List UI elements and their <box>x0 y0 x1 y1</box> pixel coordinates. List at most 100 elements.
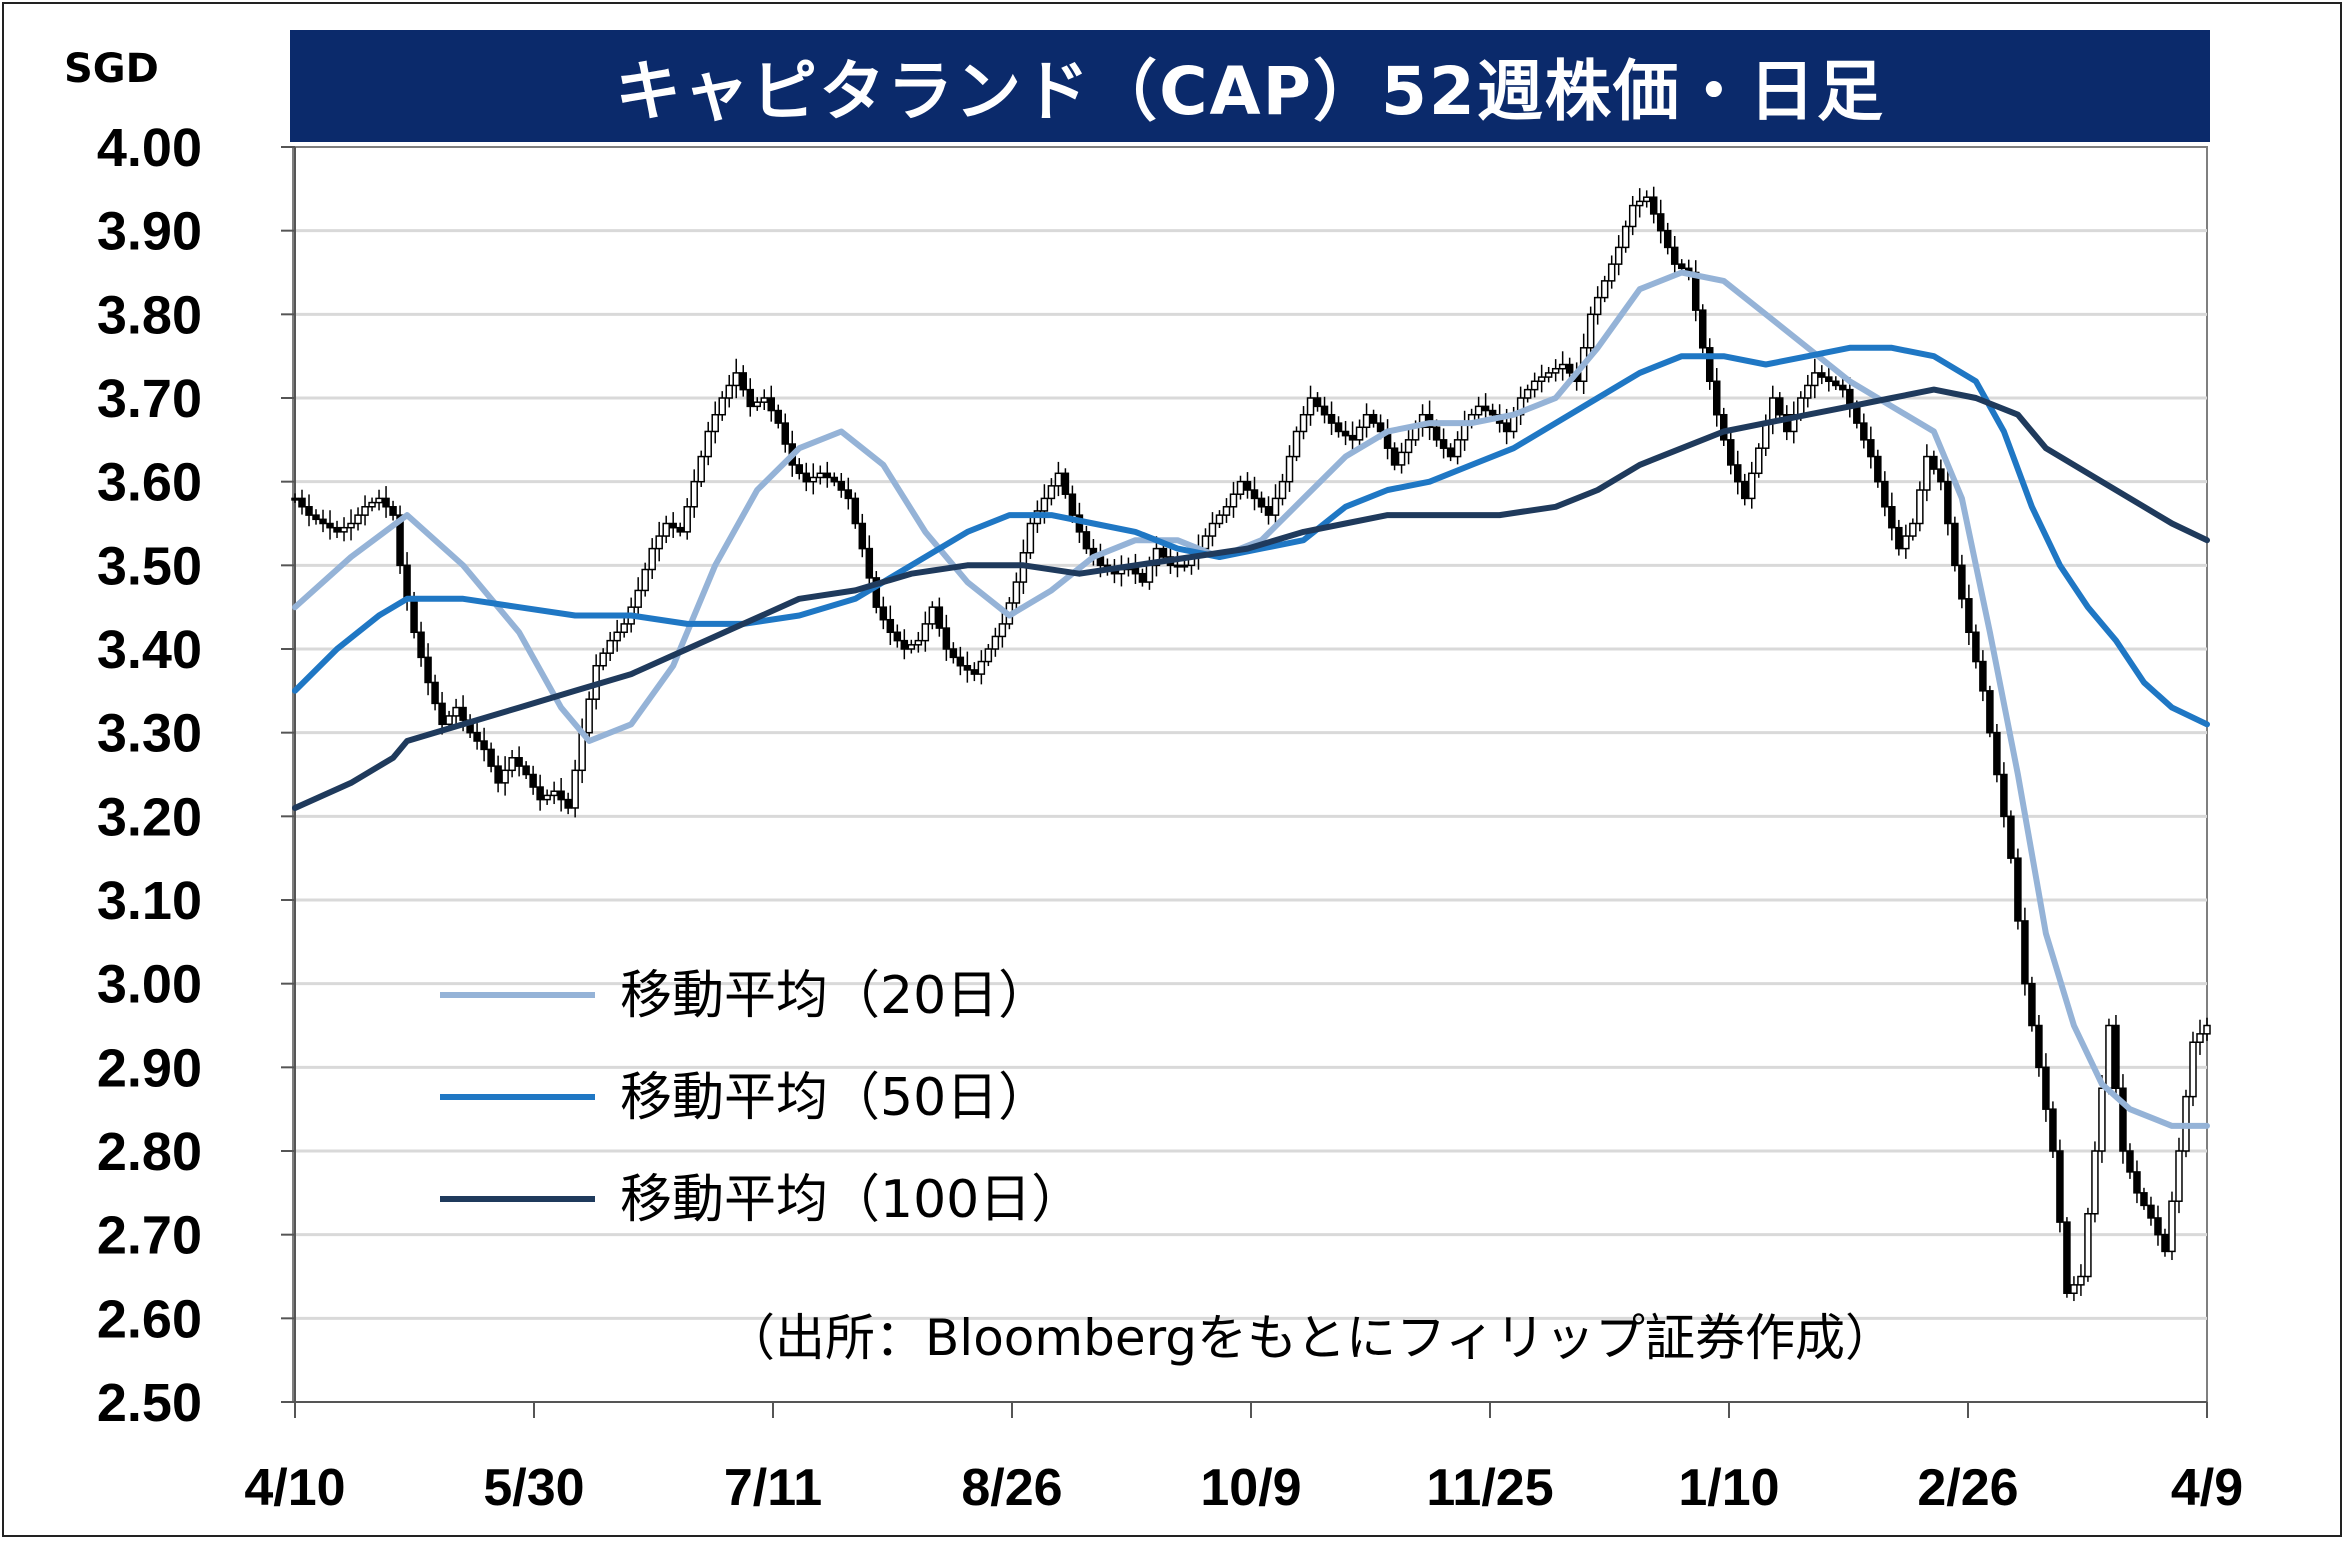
candle <box>809 463 818 495</box>
candle <box>949 642 958 664</box>
candle <box>1825 365 1833 392</box>
candle <box>1222 498 1231 523</box>
candle <box>2063 1217 2071 1298</box>
candle <box>585 691 593 740</box>
candle <box>2007 810 2015 864</box>
candle <box>620 617 628 638</box>
candle <box>1804 374 1812 408</box>
candle <box>1909 518 1917 541</box>
candle <box>907 639 916 654</box>
candle <box>1348 421 1357 453</box>
candle <box>802 462 811 492</box>
chart-title: キャピタランド（CAP）52週株価・日足 <box>290 30 2210 142</box>
candle <box>382 486 390 518</box>
candle <box>529 765 537 795</box>
candle <box>417 621 425 667</box>
candle <box>1229 481 1238 518</box>
candle <box>1565 357 1574 380</box>
candle <box>2119 1074 2127 1164</box>
candle <box>557 777 565 812</box>
candle <box>389 500 397 521</box>
candle <box>1026 516 1035 559</box>
moving-averages <box>292 269 2210 1129</box>
candle <box>921 611 930 652</box>
y-tick-label: 3.80 <box>97 285 202 345</box>
candle <box>347 509 355 541</box>
candle <box>753 397 761 411</box>
candle <box>1832 376 1840 390</box>
candle <box>1958 554 1966 609</box>
x-tick-label: 1/10 <box>1678 1459 1779 1517</box>
candle <box>1649 186 1658 224</box>
candle <box>1741 473 1749 506</box>
candle <box>1313 392 1322 412</box>
candle <box>1600 275 1609 303</box>
candle <box>1439 428 1448 459</box>
candle <box>2049 1101 2057 1158</box>
candle <box>1390 442 1399 471</box>
candle <box>1138 568 1147 587</box>
y-tick-label: 3.30 <box>97 704 202 764</box>
candle <box>1776 392 1784 421</box>
candle <box>1895 519 1903 556</box>
candle <box>2112 1015 2120 1098</box>
candle <box>837 472 846 498</box>
candle <box>333 520 341 539</box>
candle <box>606 631 614 661</box>
candle <box>501 756 509 796</box>
candle <box>1306 385 1315 426</box>
legend-item: 移動平均（20日） <box>440 966 1050 1026</box>
x-axis: 4/10 5/30 7/11 8/26 10/9 11/25 1/10 2/26 4/9 <box>244 1401 2243 1517</box>
x-tick-label: 7/11 <box>724 1459 822 1517</box>
candle <box>1208 512 1217 547</box>
candle <box>725 374 733 408</box>
candle <box>1642 190 1651 208</box>
candle <box>2140 1187 2148 1210</box>
candle <box>1292 426 1301 462</box>
candle <box>1614 235 1623 276</box>
candle <box>354 507 362 531</box>
candle <box>1670 235 1679 275</box>
candle <box>368 497 376 512</box>
candle <box>2070 1276 2078 1302</box>
candle <box>1320 396 1329 424</box>
candle <box>1271 484 1280 528</box>
candle <box>816 465 825 485</box>
plot-area <box>292 146 2208 1403</box>
candle <box>1537 364 1546 393</box>
candle <box>662 515 670 544</box>
candle <box>1734 450 1742 495</box>
candle <box>1902 524 1910 559</box>
candle <box>340 517 348 542</box>
candle <box>900 629 909 660</box>
candle <box>571 759 579 818</box>
candle <box>851 492 860 529</box>
candle <box>1355 419 1364 447</box>
candle <box>1551 359 1560 382</box>
y-tick-label: 2.50 <box>97 1373 202 1433</box>
candle <box>1278 473 1287 506</box>
candle <box>2196 1019 2204 1055</box>
candle <box>767 385 775 422</box>
candle <box>1839 376 1847 398</box>
y-axis: 4.00 3.90 3.80 3.70 3.60 3.50 3.40 3.30 3.20 3.10… <box>97 118 296 1433</box>
candle <box>1523 384 1532 403</box>
candle <box>1593 286 1602 325</box>
candle <box>2161 1228 2169 1257</box>
candle <box>1621 220 1630 253</box>
candle <box>312 509 320 525</box>
y-tick-label: 2.60 <box>97 1289 202 1349</box>
candle <box>1818 365 1826 385</box>
candle <box>2189 1031 2197 1107</box>
candle <box>1937 459 1945 491</box>
candle <box>361 495 369 526</box>
candle <box>1404 426 1413 465</box>
candle <box>872 571 881 614</box>
candle <box>760 389 768 410</box>
candle <box>879 596 888 630</box>
candle <box>669 512 677 538</box>
candle <box>893 624 902 648</box>
candle <box>375 489 383 511</box>
candle <box>2000 762 2008 828</box>
